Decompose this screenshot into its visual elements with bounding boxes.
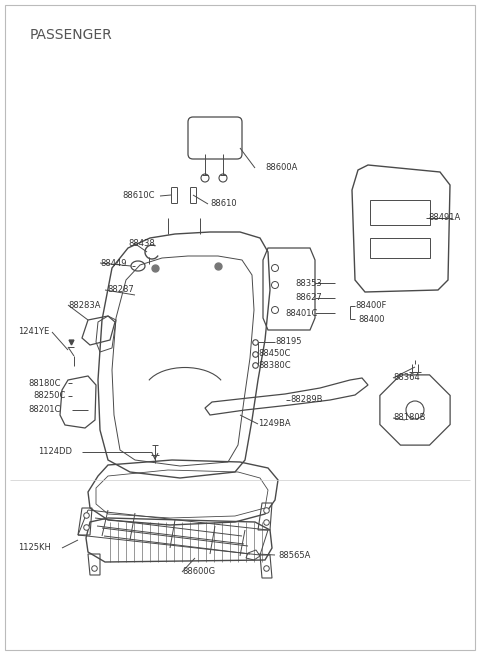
Text: 88289B: 88289B bbox=[290, 396, 323, 405]
Text: 1241YE: 1241YE bbox=[18, 328, 49, 337]
Text: 88380C: 88380C bbox=[258, 360, 290, 369]
Text: 88400F: 88400F bbox=[355, 301, 386, 310]
Text: 88180B: 88180B bbox=[393, 413, 425, 422]
Text: 88401C: 88401C bbox=[285, 309, 317, 318]
Text: 88600A: 88600A bbox=[265, 164, 298, 172]
Text: 88610: 88610 bbox=[210, 200, 237, 208]
Text: 88438: 88438 bbox=[128, 238, 155, 248]
Text: 88491A: 88491A bbox=[428, 214, 460, 223]
Text: 1125KH: 1125KH bbox=[18, 544, 51, 553]
Text: 1249BA: 1249BA bbox=[258, 419, 290, 428]
Text: 88201C: 88201C bbox=[28, 405, 60, 415]
Text: 88450C: 88450C bbox=[258, 350, 290, 358]
Text: 88364: 88364 bbox=[393, 373, 420, 383]
Text: 88400: 88400 bbox=[358, 314, 384, 324]
Text: PASSENGER: PASSENGER bbox=[30, 28, 113, 42]
Text: 88283A: 88283A bbox=[68, 301, 100, 310]
Text: 88565A: 88565A bbox=[278, 550, 311, 559]
Text: 88287: 88287 bbox=[107, 286, 134, 295]
Text: 88600G: 88600G bbox=[182, 567, 215, 576]
Text: 88353: 88353 bbox=[295, 278, 322, 288]
Text: 88627: 88627 bbox=[295, 293, 322, 303]
Text: 88449: 88449 bbox=[100, 259, 127, 267]
Text: 88610C: 88610C bbox=[122, 191, 155, 200]
Text: 1124DD: 1124DD bbox=[38, 447, 72, 457]
Text: 88195: 88195 bbox=[275, 337, 301, 346]
Text: 88180C: 88180C bbox=[28, 379, 60, 388]
Text: 88250C: 88250C bbox=[33, 392, 65, 400]
